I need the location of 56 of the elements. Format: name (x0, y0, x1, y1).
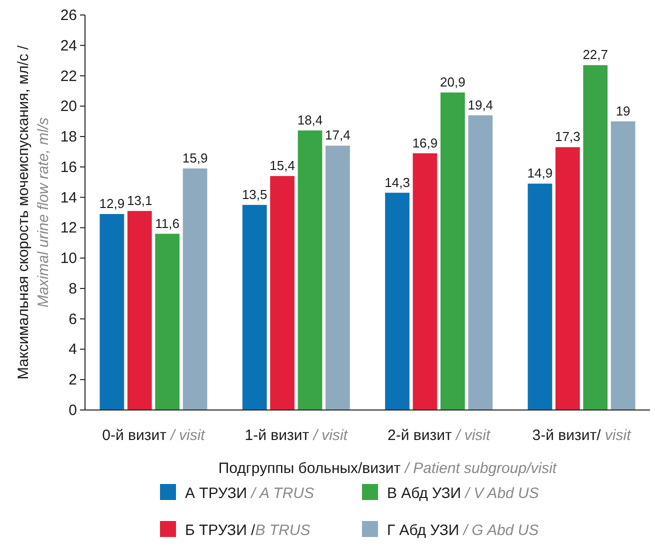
data-label: 17,3 (555, 129, 580, 144)
legend-label: В Абд УЗИ / V Abd US (387, 485, 539, 502)
legend-label: Б ТРУЗИ /B TRUS (185, 522, 310, 539)
bar (555, 147, 580, 410)
bar (100, 214, 124, 410)
bar (326, 146, 350, 410)
bar (468, 115, 493, 410)
y-tick-label: 18 (60, 128, 77, 146)
data-label: 19 (616, 103, 630, 118)
bar (583, 65, 608, 410)
data-label: 18,4 (297, 112, 323, 128)
legend-label: Г Абд УЗИ / G Abd US (387, 522, 539, 539)
data-label: 20,9 (440, 74, 466, 90)
y-tick-label: 16 (60, 158, 77, 176)
bar (298, 130, 322, 410)
bar (242, 204, 267, 410)
y-tick-label: 4 (68, 341, 77, 358)
y-tick-label: 0 (68, 402, 77, 419)
data-label: 14,3 (384, 174, 410, 190)
y-tick-label: 2 (68, 372, 77, 389)
data-label: 13,1 (126, 192, 152, 208)
data-label: 15,4 (270, 158, 295, 174)
x-tick-label: 3-й визит/ visit (532, 427, 632, 444)
x-tick-label: 2-й визит / visit (387, 427, 492, 444)
data-label: 19,4 (468, 97, 494, 112)
y-tick-label: 14 (60, 189, 77, 206)
data-label: 16,9 (412, 135, 438, 150)
data-label: 22,7 (582, 47, 608, 62)
y-tick-label: 10 (60, 250, 77, 268)
y-tick-label: 22 (60, 68, 77, 85)
bar (182, 168, 208, 410)
x-axis-title: Подгруппы больных/визит / Patient subgroup/visit (218, 460, 558, 477)
y-tick-label: 20 (60, 98, 77, 116)
bar (127, 210, 152, 410)
legend-label: А ТРУЗИ / A TRUS (185, 485, 314, 502)
data-label: 11,6 (155, 216, 180, 231)
data-label: 17,4 (325, 128, 350, 143)
y-tick-label: 8 (68, 280, 77, 298)
bar (270, 176, 294, 410)
data-label: 13,5 (242, 186, 268, 202)
data-label: 15,9 (182, 150, 208, 166)
y-tick-label: 24 (60, 37, 77, 54)
bar (385, 192, 410, 410)
y-tick-label: 12 (60, 220, 77, 237)
x-tick-label: 0-й визит / visit (102, 427, 206, 444)
bar (610, 121, 636, 410)
bar (440, 92, 465, 410)
data-label: 14,9 (527, 166, 553, 181)
x-tick-label: 1-й визит / visit (244, 427, 348, 444)
y-tick-label: 6 (68, 310, 77, 328)
bar (155, 234, 180, 410)
data-label: 12,9 (99, 196, 125, 212)
bar (528, 184, 552, 410)
y-tick-label: 26 (60, 7, 77, 24)
y-axis-title: Максимальная скорость мочеиспускания, мл/с / Maximal urine flow rate, ml/s (15, 44, 52, 380)
bar (412, 153, 438, 410)
